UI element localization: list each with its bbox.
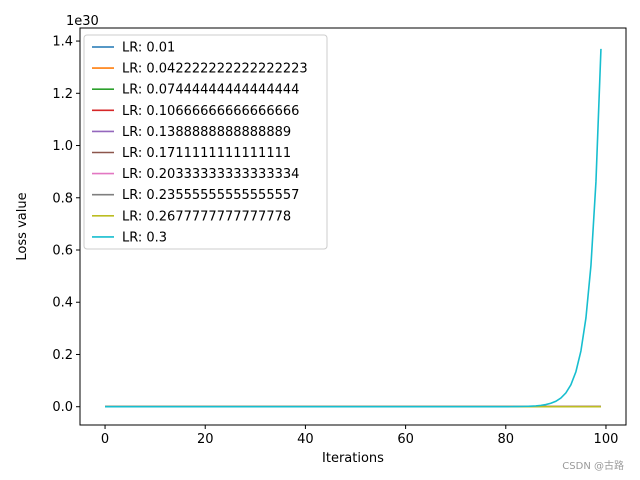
y-tick-label: 1.4 xyxy=(52,35,73,50)
x-tick-label: 80 xyxy=(498,432,515,447)
y-tick-label: 0.6 xyxy=(52,244,73,259)
x-axis-ticks: 0 20 40 60 80 100 xyxy=(101,425,618,447)
y-axis-ticks: 0.0 0.2 0.4 0.6 0.8 1.0 1.2 1.4 xyxy=(52,35,80,415)
legend-entry: LR: 0.01 xyxy=(122,41,175,56)
legend-entry: LR: 0.3 xyxy=(122,230,167,245)
x-tick-label: 100 xyxy=(594,432,619,447)
legend-entry: LR: 0.1711111111111111 xyxy=(122,146,291,161)
x-tick-label: 0 xyxy=(101,432,109,447)
x-tick-label: 20 xyxy=(197,432,214,447)
watermark: CSDN @古路 xyxy=(562,459,624,472)
y-tick-label: 0.4 xyxy=(52,296,73,311)
y-tick-label: 0.0 xyxy=(52,400,73,415)
legend-entry: LR: 0.1388888888888889 xyxy=(122,125,291,140)
axes-frame xyxy=(79,27,627,426)
y-tick-label: 1.0 xyxy=(52,139,73,154)
legend: LR: 0.01 LR: 0.042222222222222223 LR: 0.07… xyxy=(83,34,328,250)
series-line xyxy=(105,48,602,408)
legend-entry: LR: 0.07444444444444444 xyxy=(122,83,299,98)
legend-entry: LR: 0.10666666666666666 xyxy=(122,104,299,119)
y-tick-label: 0.2 xyxy=(52,348,73,363)
legend-entry: LR: 0.23555555555555557 xyxy=(122,188,299,203)
y-axis-label: Loss value xyxy=(15,192,30,260)
x-tick-label: 40 xyxy=(297,432,314,447)
y-offset-label: 1e30 xyxy=(66,14,99,29)
y-tick-label: 0.8 xyxy=(52,191,73,206)
legend-box xyxy=(83,34,328,250)
x-tick-label: 60 xyxy=(397,432,414,447)
series-lines xyxy=(105,48,602,408)
legend-entry: LR: 0.2677777777777778 xyxy=(122,209,291,224)
y-tick-label: 1.2 xyxy=(52,87,73,102)
legend-entry: LR: 0.042222222222222223 xyxy=(122,62,308,77)
legend-entry: LR: 0.20333333333333334 xyxy=(122,167,299,182)
x-axis-label: Iterations xyxy=(322,451,384,466)
